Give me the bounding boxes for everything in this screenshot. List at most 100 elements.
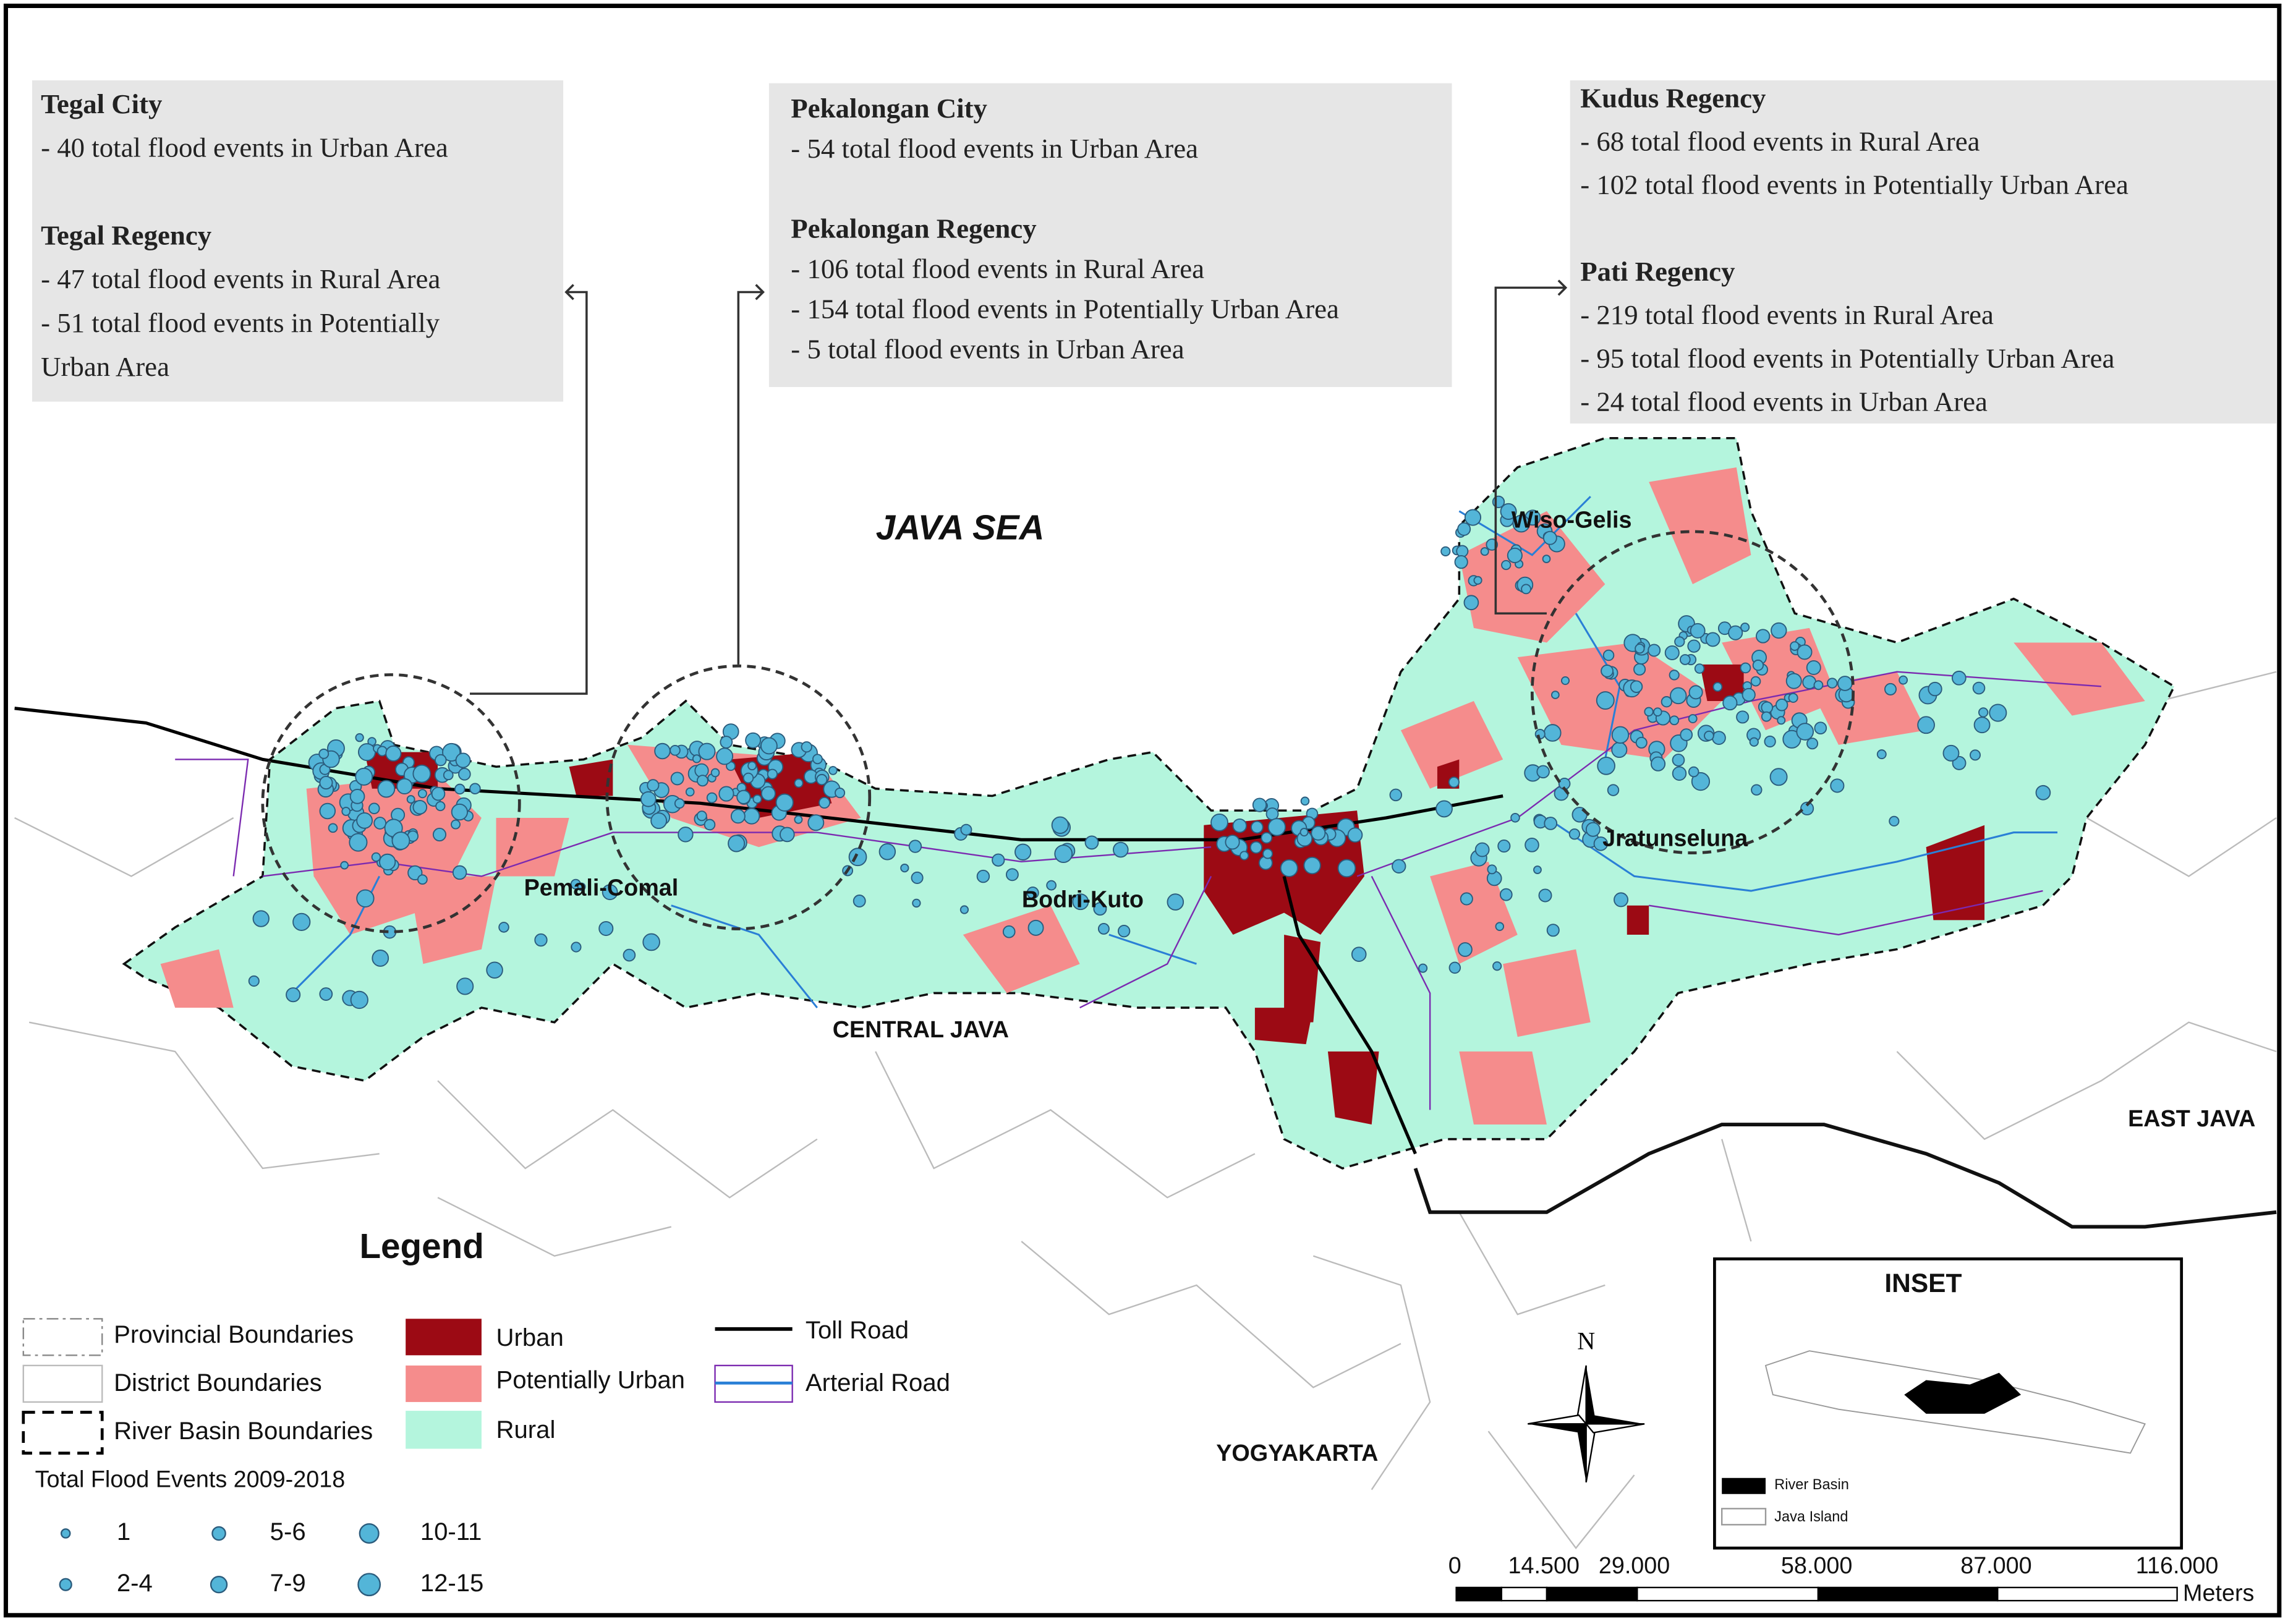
basin-label: Bodri-Kuto — [1022, 887, 1144, 913]
legend-title: Legend — [359, 1227, 483, 1266]
flood-point — [1499, 888, 1513, 901]
legend-label: Provincial Boundaries — [114, 1320, 354, 1348]
flood-point — [1097, 922, 1110, 935]
flood-point — [442, 742, 461, 762]
flood-point — [435, 754, 447, 767]
flood-point — [1560, 676, 1570, 686]
flood-point — [340, 861, 349, 870]
flood-point — [1694, 663, 1705, 674]
flood-point — [602, 884, 618, 901]
flood-point — [1672, 766, 1687, 781]
flood-point — [1691, 772, 1711, 791]
legend-label: Potentially Urban — [496, 1366, 685, 1393]
flood-point — [1510, 812, 1520, 823]
flood-point — [396, 778, 413, 795]
flood-point — [767, 768, 778, 780]
flood-point — [455, 752, 471, 768]
flood-point — [328, 823, 338, 833]
flood-point — [1899, 675, 1908, 685]
inset-label: Java Island — [1774, 1509, 1848, 1525]
flood-point — [1970, 749, 1981, 761]
flood-point — [1951, 670, 1967, 686]
flood-point — [1752, 659, 1764, 671]
callout-line: - 5 total flood events in Urban Area — [791, 334, 1184, 365]
connector-lines — [470, 279, 1568, 695]
flood-point — [1688, 685, 1703, 700]
flood-point — [878, 843, 896, 861]
flood-point — [1389, 788, 1403, 802]
flood-point — [1648, 644, 1661, 657]
legend-swatches — [22, 1318, 793, 1455]
flood-point — [368, 802, 380, 815]
flood-point — [623, 948, 636, 962]
flood-point — [742, 772, 754, 784]
flood-point — [1635, 736, 1648, 749]
flood-point — [1299, 828, 1309, 837]
flood-point — [1827, 678, 1838, 689]
flood-point — [1265, 807, 1279, 821]
flood-point — [1500, 503, 1517, 520]
flood-point — [1788, 692, 1798, 703]
flood-point — [1544, 724, 1562, 742]
flood-point — [1942, 744, 1960, 762]
flood-point — [1661, 696, 1672, 708]
callout-line: - 95 total flood events in Potentially U… — [1580, 342, 2114, 373]
flood-point — [1249, 841, 1262, 854]
flood-point — [780, 827, 795, 843]
flood-point — [650, 812, 668, 830]
flood-point — [760, 786, 776, 801]
callout-line: - 106 total flood events in Rural Area — [791, 253, 1204, 284]
flood-point — [1889, 815, 1900, 827]
flood-point — [1005, 868, 1019, 882]
flood-point — [431, 786, 446, 801]
flood-point — [1972, 681, 1986, 695]
flood-point — [706, 792, 718, 804]
flood-point — [248, 975, 260, 987]
callout-heading: Pekalongan City — [791, 93, 987, 124]
flood-point — [1568, 828, 1581, 840]
flood-point — [1300, 796, 1310, 806]
legend-label: 1 — [117, 1518, 130, 1545]
flood-point — [1736, 710, 1750, 724]
flood-point — [696, 775, 708, 787]
flood-point — [1026, 886, 1039, 899]
legend-label: 7-9 — [270, 1569, 306, 1597]
flood-point — [1252, 797, 1267, 812]
flood-point — [1764, 735, 1776, 748]
flood-point — [1210, 813, 1228, 831]
callout-line: - 219 total flood events in Rural Area — [1580, 299, 1994, 330]
flood-point — [1232, 818, 1248, 833]
flood-point — [1672, 754, 1685, 767]
flood-point — [1669, 670, 1680, 681]
north-label: N — [1577, 1327, 1595, 1355]
flood-point — [1751, 784, 1763, 796]
flood-point — [730, 809, 746, 824]
flood-point — [1117, 924, 1131, 938]
legend-symbol — [59, 1578, 72, 1591]
flood-point — [1756, 629, 1771, 644]
province-label: YOGYAKARTA — [1216, 1440, 1378, 1466]
flood-point — [1002, 925, 1016, 938]
flood-point — [720, 736, 733, 749]
flood-point — [710, 768, 720, 778]
flood-point — [976, 869, 990, 883]
flood-points — [248, 495, 2051, 1010]
flood-point — [417, 789, 427, 799]
callout-heading: Kudus Regency — [1580, 82, 1766, 113]
flood-point — [736, 789, 751, 804]
flood-point — [807, 814, 825, 831]
frame — [3, 3, 2282, 1618]
flood-point — [1813, 680, 1824, 691]
flood-point — [1601, 664, 1614, 678]
flood-point — [752, 794, 762, 804]
callout-boxes — [32, 80, 2277, 424]
flood-point — [1538, 888, 1552, 903]
flood-point — [1740, 623, 1750, 632]
flood-point — [1054, 844, 1073, 864]
flood-point — [1928, 681, 1942, 697]
flood-point — [1630, 680, 1643, 693]
flood-point — [960, 823, 972, 836]
flood-point — [1705, 632, 1720, 647]
flood-point — [469, 783, 481, 794]
flood-point — [670, 772, 684, 786]
